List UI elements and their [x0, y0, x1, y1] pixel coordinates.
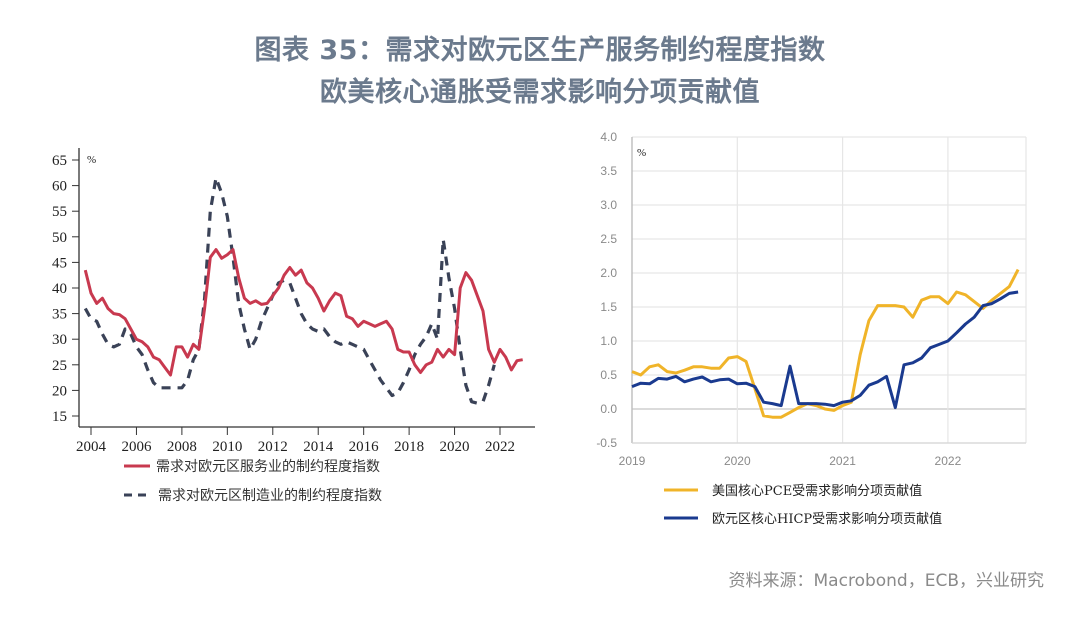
left-y-tick-label: 50 [52, 230, 67, 246]
right-y-tick-label: 3.0 [600, 198, 617, 212]
source-note: 资料来源：Macrobond，ECB，兴业研究 [728, 571, 1044, 591]
left-chart-unit-label: % [87, 154, 96, 166]
right-x-tick-label: 2022 [935, 454, 962, 468]
left-x-tick-label: 2010 [212, 439, 242, 455]
manufacturing-line [83, 176, 496, 405]
chart-title-line-2: 欧美核心通胀受需求影响分项贡献值 [320, 77, 760, 108]
left-y-tick-label: 15 [52, 409, 67, 425]
left-chart-series [83, 176, 523, 405]
us-pce-line [631, 268, 1020, 419]
left-x-tick-label: 2022 [485, 439, 515, 455]
left-x-tick-label: 2006 [121, 439, 152, 455]
left-y-tick-label: 30 [52, 332, 67, 348]
legend-label-ez-hicp: 欧元区核心HICP受需求影响分项贡献值 [712, 511, 942, 527]
legend-label-us-pce: 美国核心PCE受需求影响分项贡献值 [712, 483, 922, 499]
legend-label-manufacturing: 需求对欧元区制造业的制约程度指数 [158, 488, 382, 504]
left-x-tick-label: 2004 [76, 439, 107, 455]
right-chart: -0.5 0.0 0.5 1.0 1.5 2.0 2.5 3.0 3.5 4.0 2019 2020 2… [596, 130, 1027, 527]
left-x-tick-label: 2008 [167, 439, 197, 455]
left-y-tick-label: 45 [52, 255, 67, 271]
right-y-tick-label: 2.5 [600, 232, 617, 246]
right-x-tick-label: 2021 [829, 454, 856, 468]
right-y-tick-label: 4.0 [600, 130, 617, 144]
left-x-tick-label: 2012 [258, 439, 288, 455]
left-chart-axes: 15 20 25 30 35 40 45 50 55 60 65 2004 2006 2008 2010 20… [52, 148, 535, 455]
left-y-tick-label: 55 [52, 204, 67, 220]
left-y-tick-label: 25 [52, 358, 67, 374]
left-y-tick-label: 40 [52, 281, 67, 297]
ez-hicp-line [631, 290, 1019, 410]
left-y-tick-label: 20 [52, 383, 67, 399]
right-x-tick-label: 2020 [724, 454, 751, 468]
left-y-tick-label: 35 [52, 307, 67, 323]
right-y-tick-label: -0.5 [596, 436, 617, 450]
right-y-tick-label: 0.0 [600, 402, 617, 416]
right-y-tick-label: 3.5 [600, 164, 617, 178]
left-y-tick-label: 65 [52, 153, 67, 169]
right-y-tick-label: 0.5 [600, 368, 617, 382]
left-x-tick-label: 2020 [440, 439, 470, 455]
right-chart-axes: -0.5 0.0 0.5 1.0 1.5 2.0 2.5 3.0 3.5 4.0 2019 2020 2… [596, 130, 1027, 468]
left-x-tick-label: 2016 [349, 439, 380, 455]
chart-title-line-1: 图表 35：需求对欧元区生产服务制约程度指数 [254, 35, 826, 66]
legend-label-services: 需求对欧元区服务业的制约程度指数 [156, 459, 380, 475]
right-chart-legend: 美国核心PCE受需求影响分项贡献值 欧元区核心HICP受需求影响分项贡献值 [664, 483, 942, 527]
right-y-tick-label: 1.5 [600, 300, 617, 314]
left-chart: 15 20 25 30 35 40 45 50 55 60 65 2004 2006 2008 2010 20… [52, 148, 535, 504]
right-chart-series [631, 268, 1020, 419]
right-y-tick-label: 1.0 [600, 334, 617, 348]
left-x-tick-label: 2014 [303, 439, 334, 455]
services-line [83, 248, 523, 377]
right-x-tick-label: 2019 [619, 454, 646, 468]
left-y-tick-label: 60 [52, 179, 67, 195]
left-chart-legend: 需求对欧元区服务业的制约程度指数 需求对欧元区制造业的制约程度指数 [124, 459, 382, 504]
left-x-tick-label: 2018 [394, 439, 424, 455]
right-chart-unit-label: % [637, 147, 646, 159]
right-y-tick-label: 2.0 [600, 266, 617, 280]
